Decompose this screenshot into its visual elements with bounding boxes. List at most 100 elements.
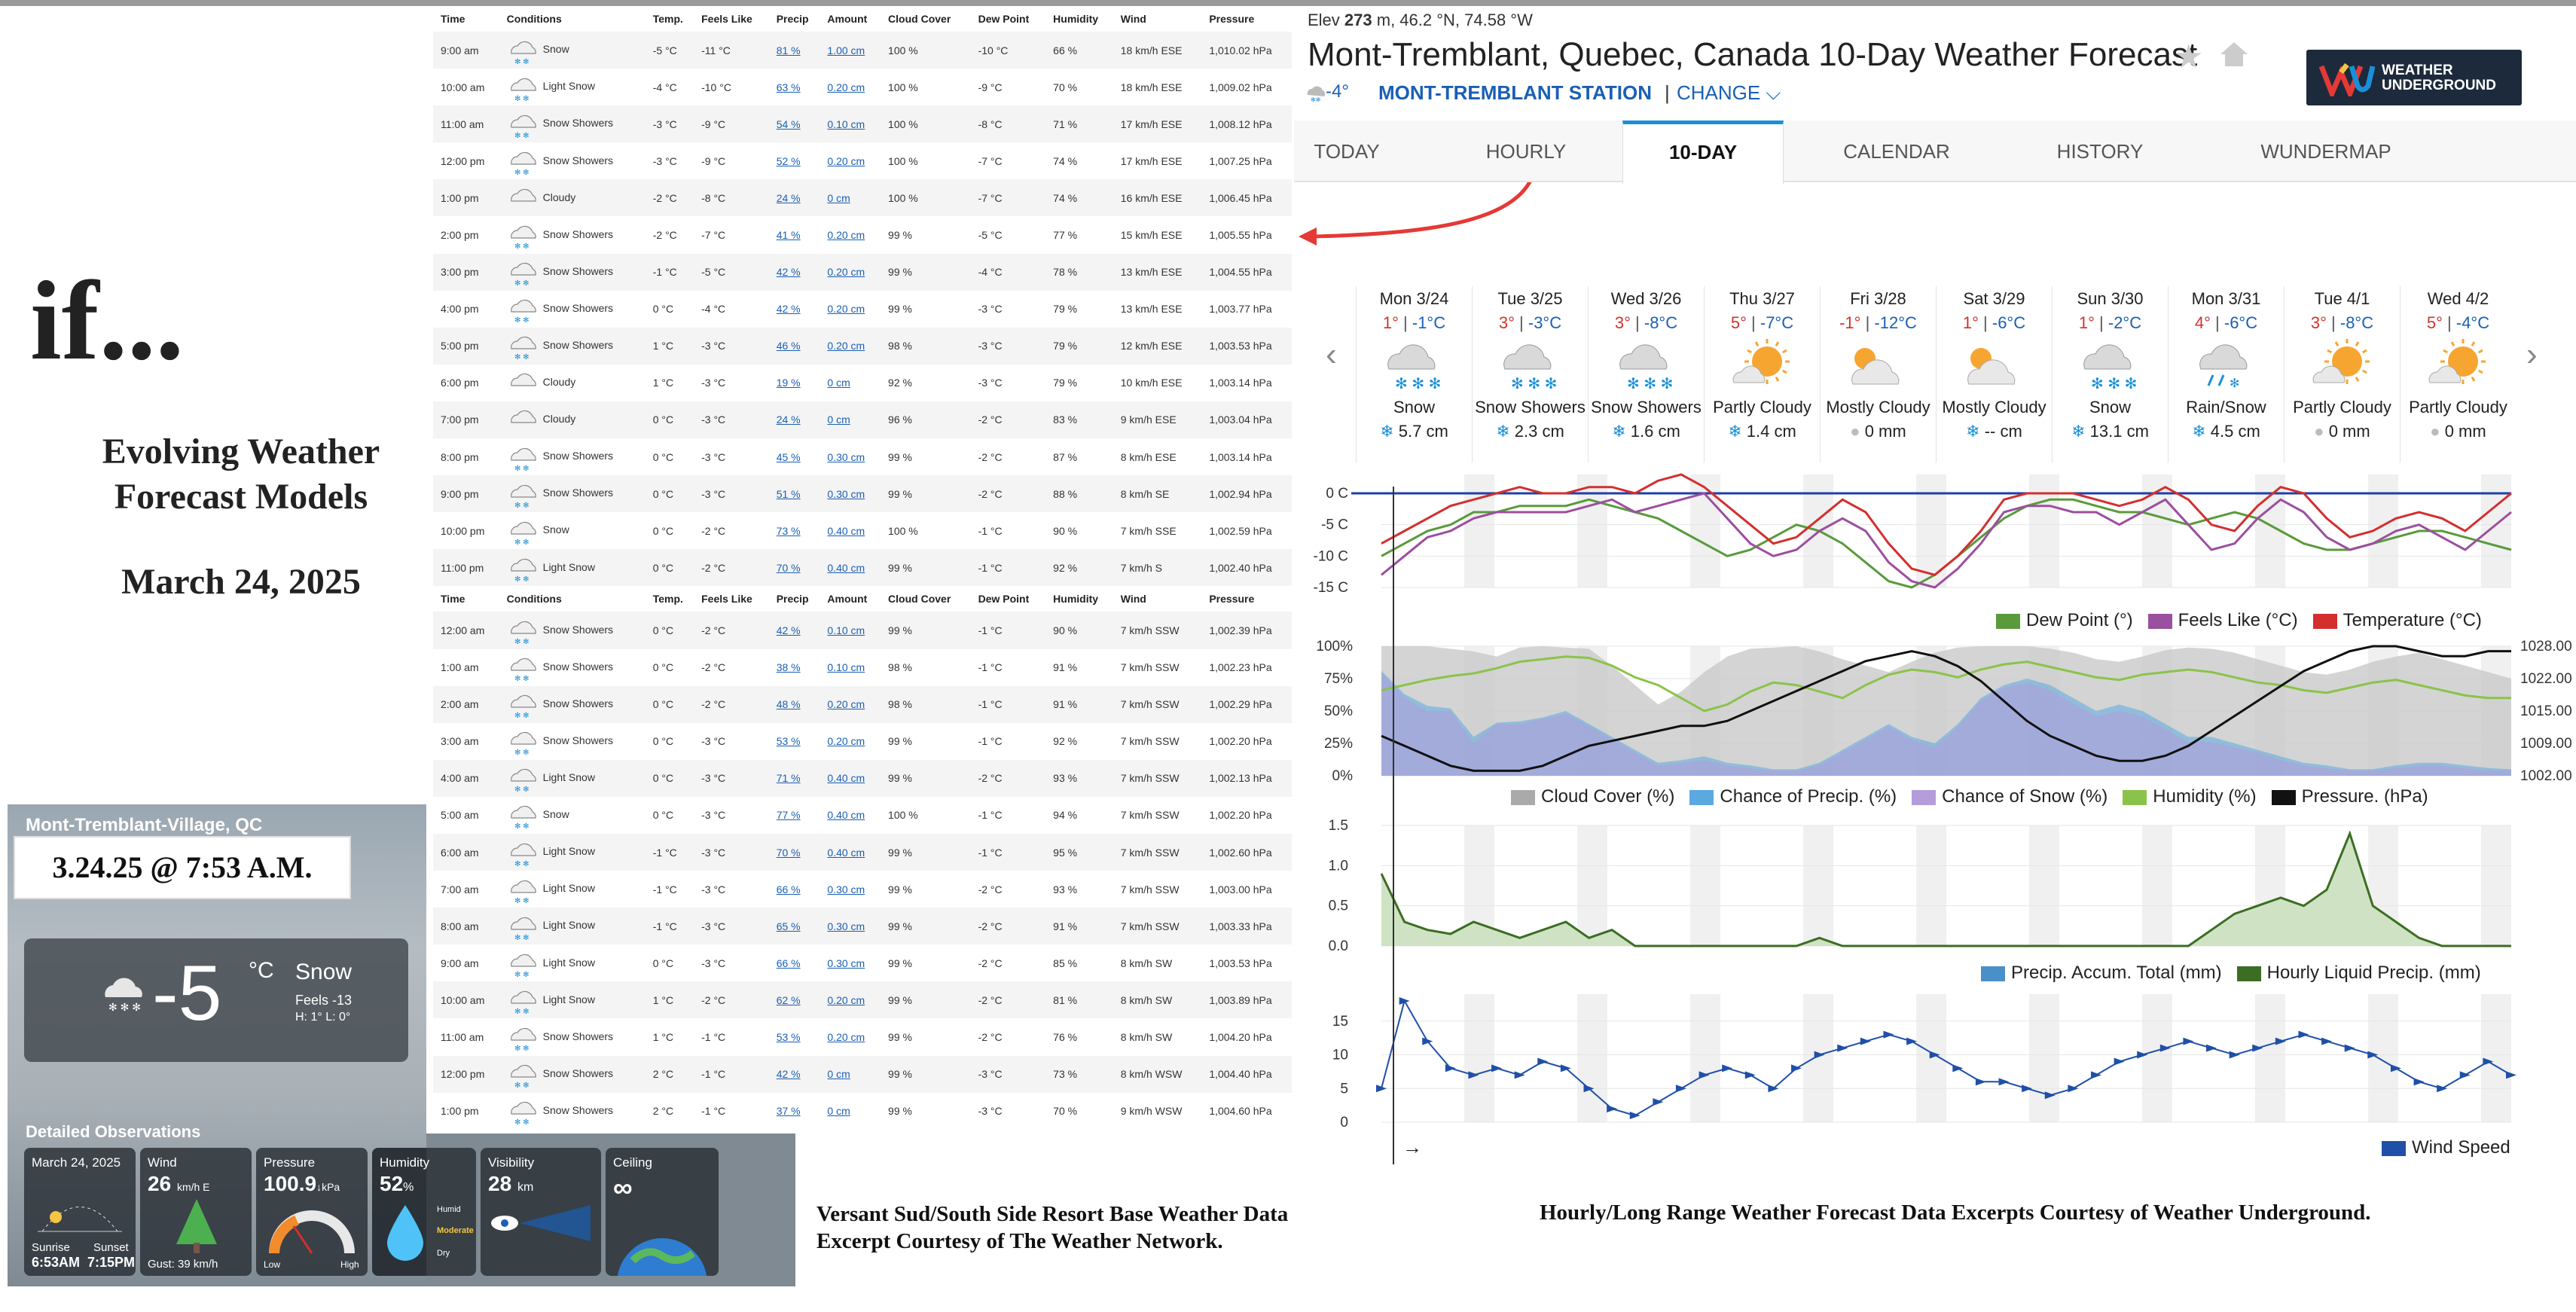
table-cell[interactable]: 54 %	[768, 105, 820, 143]
table-cell[interactable]: 65 %	[768, 908, 820, 945]
table-cell[interactable]: 42 %	[768, 253, 820, 291]
table-cell[interactable]: 62 %	[768, 981, 820, 1019]
table-cell: 18 km/h ESE	[1113, 32, 1202, 69]
table-cell[interactable]: 0.40 cm	[819, 833, 881, 871]
table-cell[interactable]: 0.40 cm	[827, 809, 865, 822]
day-column[interactable]: Tue 3/25 3° | -3°C ✻ ✻ ✻ Snow Showers ❄ 2.3 …	[1472, 286, 1588, 462]
table-cell[interactable]: 71 %	[768, 759, 820, 797]
tab-hourly[interactable]: HOURLY	[1485, 140, 1567, 163]
favorite-star-icon[interactable]: ★	[2174, 38, 2204, 75]
table-cell[interactable]: 53 %	[776, 735, 801, 748]
home-icon[interactable]	[2219, 39, 2249, 69]
table-cell[interactable]: 0.20 cm	[819, 981, 881, 1019]
table-cell: ✻ ✻ Light Snow	[499, 871, 646, 908]
table-cell[interactable]: 38 %	[776, 661, 801, 674]
table-cell[interactable]: 41 %	[776, 229, 801, 242]
day-column[interactable]: Wed 4/2 5° | -4°C Partly Cloudy ● 0 mm	[2400, 286, 2516, 462]
table-cell[interactable]: 0.10 cm	[827, 661, 865, 674]
table-cell[interactable]: 70 %	[768, 549, 820, 587]
day-column[interactable]: Mon 3/31 4° | -6°C ✻ Rain/Snow ❄ 4.5 cm	[2168, 286, 2284, 462]
day-hilo: 4° | -6°C	[2169, 313, 2284, 333]
tab-history[interactable]: HISTORY	[2056, 140, 2144, 163]
table-cell[interactable]: 0.20 cm	[819, 327, 881, 365]
table-cell[interactable]: 42 %	[768, 612, 820, 649]
table-cell[interactable]: 42 %	[776, 303, 801, 316]
table-cell[interactable]: 0.20 cm	[819, 685, 881, 723]
table-cell[interactable]: 0.20 cm	[827, 81, 865, 93]
table-cell[interactable]: 63 %	[776, 81, 801, 93]
day-column[interactable]: Sat 3/29 1° | -6°C Mostly Cloudy ❄ -- cm	[1936, 286, 2052, 462]
table-cell[interactable]: 66 %	[776, 957, 801, 969]
table-cell[interactable]: 53 %	[776, 1030, 801, 1043]
table-cell: 7 km/h SSW	[1113, 685, 1202, 723]
table-cell[interactable]: 0.30 cm	[827, 450, 865, 463]
table-cell[interactable]: 0 cm	[819, 401, 881, 439]
table-cell[interactable]: 37 %	[776, 1105, 801, 1118]
precip-amount: 0 mm	[2444, 422, 2486, 441]
table-cell[interactable]: 0.20 cm	[827, 735, 865, 748]
table-cell[interactable]: 46 %	[768, 327, 820, 365]
table-cell[interactable]: 0.30 cm	[819, 908, 881, 945]
hilo-separator: |	[1514, 313, 1528, 332]
table-cell[interactable]: 0.30 cm	[827, 957, 865, 969]
table-cell: ✻ ✻ Light Snow	[499, 69, 646, 105]
table-cell[interactable]: 0 cm	[819, 1055, 881, 1093]
tab-10-day[interactable]: 10-DAY	[1622, 121, 1784, 184]
table-cell[interactable]: 51 %	[768, 475, 820, 513]
wu-page-title: Mont-Tremblant, Quebec, Canada 10-Day We…	[1308, 36, 2198, 73]
table-cell[interactable]: 0.20 cm	[819, 253, 881, 291]
station-link[interactable]: MONT-TREMBLANT STATION	[1378, 81, 1652, 104]
table-cell[interactable]: 0.20 cm	[827, 1030, 865, 1043]
snowflake-icon: ❄	[1496, 422, 1515, 441]
table-cell[interactable]: 1.00 cm	[819, 32, 881, 69]
day-column[interactable]: Mon 3/24 1° | -1°C ✻ ✻ ✻ Snow ❄ 5.7 cm	[1356, 286, 1472, 462]
day-column[interactable]: Thu 3/27 5° | -7°C Partly Cloudy ❄ 1.4 cm	[1704, 286, 1820, 462]
table-cell[interactable]: 73 %	[776, 524, 801, 537]
table-cell[interactable]: 81 %	[768, 32, 820, 69]
table-cell[interactable]: 45 %	[776, 450, 801, 463]
table-cell[interactable]: 0 cm	[827, 377, 850, 389]
y-tick-label: -10 C	[1314, 548, 1348, 564]
table-cell[interactable]: 0 cm	[827, 1105, 850, 1118]
change-station-link[interactable]: CHANGE ⌵	[1677, 81, 1781, 105]
wind-gust: Gust: 39 km/h	[148, 1258, 218, 1271]
table-cell[interactable]: 0.40 cm	[819, 549, 881, 587]
night-band	[2142, 825, 2172, 946]
day-column[interactable]: Sun 3/30 1° | -2°C ✻ ✻ ✻ Snow ❄ 13.1 cm	[2052, 286, 2168, 462]
table-cell: 16 km/h ESE	[1113, 179, 1202, 217]
wind-arrow-icon	[2137, 1051, 2148, 1059]
table-cell[interactable]: 0.20 cm	[827, 229, 865, 242]
chevron-left-icon[interactable]: ‹	[1326, 336, 1337, 373]
table-cell[interactable]: 0.30 cm	[827, 883, 865, 896]
table-cell[interactable]: 66 %	[776, 883, 801, 896]
day-condition: Mostly Cloudy	[1826, 398, 1930, 416]
table-cell[interactable]: 48 %	[768, 685, 820, 723]
day-high: 3°	[2310, 313, 2327, 332]
table-cell[interactable]: 0.20 cm	[827, 303, 865, 316]
table-cell[interactable]: 0.20 cm	[827, 154, 865, 167]
tab-calendar[interactable]: CALENDAR	[1843, 140, 1950, 163]
day-column[interactable]: Tue 4/1 3° | -8°C Partly Cloudy ● 0 mm	[2284, 286, 2400, 462]
tab-today[interactable]: TODAY	[1314, 140, 1380, 163]
day-condition: Partly Cloudy	[2293, 398, 2391, 416]
table-cell[interactable]: 70 %	[768, 833, 820, 871]
table-cell[interactable]: 0 cm	[819, 179, 881, 217]
table-cell[interactable]: 77 %	[776, 809, 801, 822]
chevron-right-icon[interactable]: ›	[2526, 336, 2538, 373]
y-tick-label: 10	[1332, 1048, 1348, 1063]
table-row: 12:00 am ✻ ✻ Snow Showers 0 °C -2 °C 42 % 0.10…	[433, 612, 1292, 649]
day-column[interactable]: Fri 3/28 -1° | -12°C Mostly Cloudy ● 0 mm	[1820, 286, 1936, 462]
table-cell[interactable]: 0.30 cm	[819, 475, 881, 513]
table-cell[interactable]: 19 %	[776, 377, 801, 389]
table-cell[interactable]: 0.40 cm	[827, 524, 865, 537]
day-column[interactable]: Wed 3/26 3° | -8°C ✻ ✻ ✻ Snow Showers ❄ 1.6 …	[1588, 286, 1704, 462]
table-cell[interactable]: 0.10 cm	[819, 105, 881, 143]
tab-wundermap[interactable]: WUNDERMAP	[2260, 140, 2391, 163]
table-cell[interactable]: 0.10 cm	[819, 612, 881, 649]
table-cell[interactable]: 52 %	[776, 154, 801, 167]
table-cell[interactable]: 0.40 cm	[819, 759, 881, 797]
table-cell[interactable]: 24 %	[768, 401, 820, 439]
table-cell[interactable]: 42 %	[768, 1055, 820, 1093]
table-cell[interactable]: 24 %	[768, 179, 820, 217]
wind-arrow-icon	[1744, 1071, 1756, 1079]
